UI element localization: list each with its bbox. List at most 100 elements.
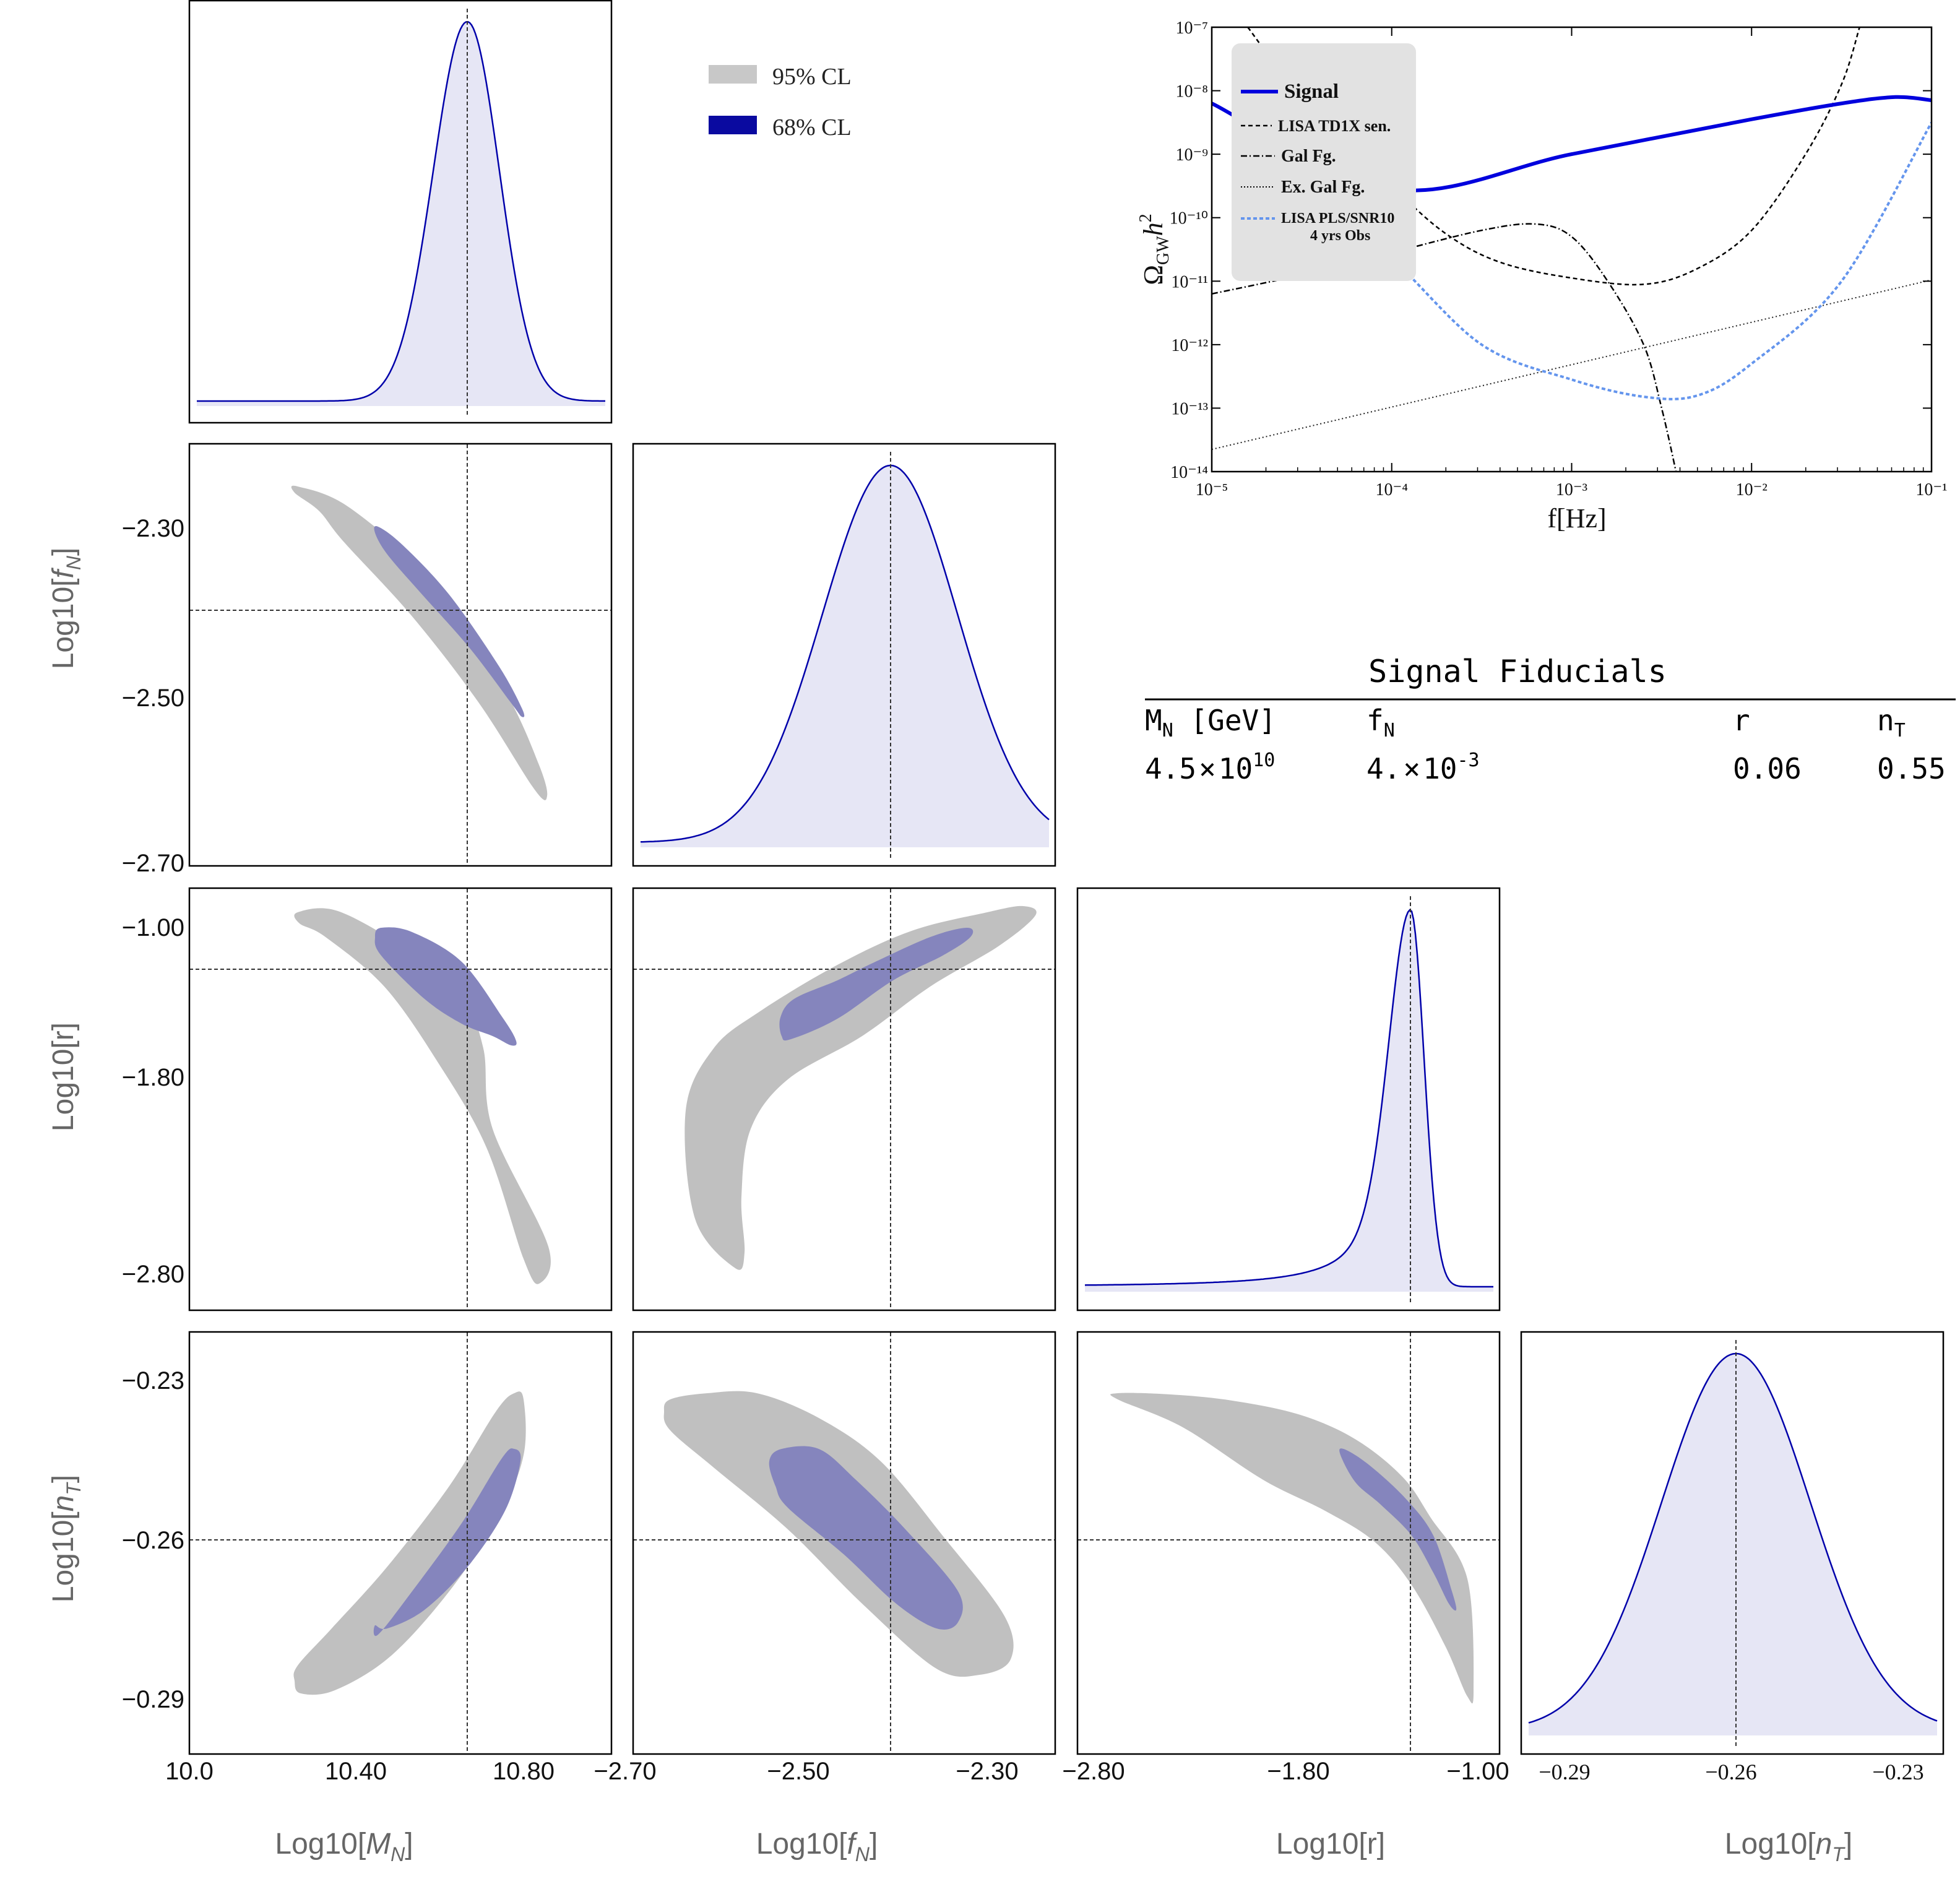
fiducials-value-r: 0.06 [1733,752,1802,785]
gw-legend-exgalfg: Ex. Gal Fg. [1281,178,1365,197]
x-axis-label-2: Log10[r] [1276,1828,1385,1860]
y-tick-label-3-2: −0.23 [122,1367,184,1394]
marginal-fill-2 [1085,910,1493,1292]
panel-frame-3-2 [1076,1331,1501,1755]
legend-label-68: 68% CL [772,115,852,140]
y-tick-label-3-0: −0.29 [122,1686,184,1713]
panel-frame-1-0 [188,443,613,867]
panel-frame-0-0 [188,0,613,424]
gw-x-tick-label-3: 10⁻² [1736,480,1768,499]
x-axis-label-1: Log10[fN] [756,1828,878,1865]
ci68-region-1-0 [374,526,525,717]
fiducials-value-nt: 0.55 [1877,752,1946,785]
gw-y-tick-label-5: 10⁻⁹ [1175,145,1208,165]
gw-legend-signal: Signal [1284,80,1339,103]
marginal-fill-0 [197,22,605,407]
ci68-region-2-0 [374,927,517,1046]
gw-x-tick-label-1: 10⁻⁴ [1375,480,1408,499]
x-tick-label-2-0: −2.80 [1062,1758,1125,1785]
cl-legend: 95% CL 68% CL [709,64,852,140]
x-tick-label-3-2: −0.23 [1872,1760,1923,1784]
corner-panel-3-1: −2.70 −2.50 −2.30 [594,1331,1056,1785]
gw-series-lisa-pls-snr10-4-yrs-obs [1328,121,1932,400]
panel-frame-1-1 [632,443,1056,867]
panel-frame-3-1 [632,1331,1056,1755]
legend-swatch-95 [709,65,757,84]
fiducials-header-r: r [1733,704,1750,737]
marginal-curve-3 [1528,1352,1938,1724]
x-tick-label-0-0: 10.0 [165,1758,214,1785]
corner-panel-2-0: −2.80 −1.80 −1.00 [122,887,613,1311]
panel-frame-2-1 [632,887,1056,1311]
gw-y-tick-label-6: 10⁻⁸ [1175,82,1208,102]
x-tick-label-3-1: −0.26 [1705,1760,1756,1784]
x-tick-label-3-0: −0.29 [1539,1760,1590,1784]
y-tick-label-1-1: −2.50 [122,685,184,712]
x-tick-label-2-1: −1.80 [1267,1758,1329,1785]
gw-series-gal-fg- [1212,223,1677,472]
gw-legend-galfg: Gal Fg. [1281,147,1336,166]
y-tick-label-2-0: −2.80 [122,1261,184,1288]
corner-panel-3-3: −0.29 −0.26 −0.23 [1520,1331,1945,1784]
gw-x-axis-label: f[Hz] [1547,503,1606,534]
ci68-region-3-0 [373,1448,521,1636]
marginal-curve-2 [1084,909,1493,1288]
fiducials-value-fn: 4.×10-3 [1366,750,1480,785]
x-axis-label-3: Log10[nT] [1725,1828,1852,1865]
ci95-region-3-0 [293,1391,526,1695]
gw-y-tick-label-1: 10⁻¹³ [1171,399,1208,418]
gw-legend-pls-line2: 4 yrs Obs [1310,228,1370,244]
gw-x-tick-label-4: 10⁻¹ [1915,480,1947,499]
x-axis-label-0: Log10[MN] [275,1828,413,1865]
ci95-region-3-2 [1110,1393,1474,1704]
gw-y-tick-label-4: 10⁻¹⁰ [1170,209,1208,228]
fiducials-value-mn: 4.5×1010 [1145,750,1275,785]
legend-label-95: 95% CL [772,64,852,90]
y-tick-label-2-2: −1.00 [122,914,184,941]
marginal-fill-3 [1529,1354,1937,1735]
corner-panel-2-1 [632,887,1056,1311]
y-tick-label-1-2: −2.30 [122,515,184,542]
x-tick-label-1-0: −2.70 [594,1758,656,1785]
x-tick-label-1-1: −2.50 [767,1758,829,1785]
y-tick-label-1-0: −2.70 [122,850,184,877]
marginal-fill-1 [641,465,1049,847]
x-tick-label-1-2: −2.30 [956,1758,1018,1785]
ci68-region-2-1 [779,928,974,1041]
gw-y-tick-label-0: 10⁻¹⁴ [1170,463,1208,482]
corner-panel-3-2: −2.80 −1.80 −1.00 [1062,1331,1509,1785]
gw-legend-box [1232,43,1416,281]
ci68-region-3-2 [1339,1448,1457,1611]
gw-y-axis-label: ΩGWh2 [1136,214,1173,285]
fiducials-header-nt: nT [1877,704,1906,741]
gw-y-tick-label-7: 10⁻⁷ [1175,19,1208,38]
ci68-region-3-1 [769,1446,963,1630]
gw-legend-pls: LISA PLS/SNR10 [1281,210,1394,227]
marginal-curve-0 [197,20,605,402]
gw-y-tick-label-2: 10⁻¹² [1171,336,1208,355]
corner-panel-3-0: 10.0 10.40 10.80 −0.29 −0.26 −0.23 [122,1331,613,1785]
fiducials-title: Signal Fiducials [1368,654,1667,689]
gw-series-ex-gal-fg- [1212,279,1932,451]
corner-panel-2-2 [1076,887,1501,1311]
gw-legend: Signal LISA TD1X sen. Gal Fg. Ex. Gal Fg… [1232,43,1416,281]
corner-panel-1-0: −2.70 −2.50 −2.30 [122,443,613,877]
x-tick-label-2-2: −1.00 [1446,1758,1509,1785]
legend-swatch-68 [709,116,757,134]
gw-x-tick-label-0: 10⁻⁵ [1196,480,1228,499]
y-tick-label-3-1: −0.26 [122,1527,184,1554]
y-axis-label-1: Log10[fN] [47,548,85,670]
gw-legend-td1x: LISA TD1X sen. [1278,117,1391,135]
y-axis-label-2: Log10[r] [47,1022,80,1131]
fiducials-header-mn: MN [GeV] [1145,704,1276,741]
panel-frame-3-3 [1520,1331,1945,1755]
gw-spectrum-chart: 10⁻⁵ 10⁻⁴ 10⁻³ 10⁻² 10⁻¹ 10⁻¹⁴ 10⁻¹³ 10⁻¹² 10⁻¹¹… [1136,19,1948,534]
gw-x-tick-label-2: 10⁻³ [1556,480,1587,499]
panel-frame-2-2 [1076,887,1501,1311]
panel-frame-2-0 [188,887,613,1311]
y-axis-label-3: Log10[nT] [47,1475,85,1602]
ci95-region-1-0 [291,485,548,800]
x-tick-label-0-2: 10.80 [493,1758,555,1785]
